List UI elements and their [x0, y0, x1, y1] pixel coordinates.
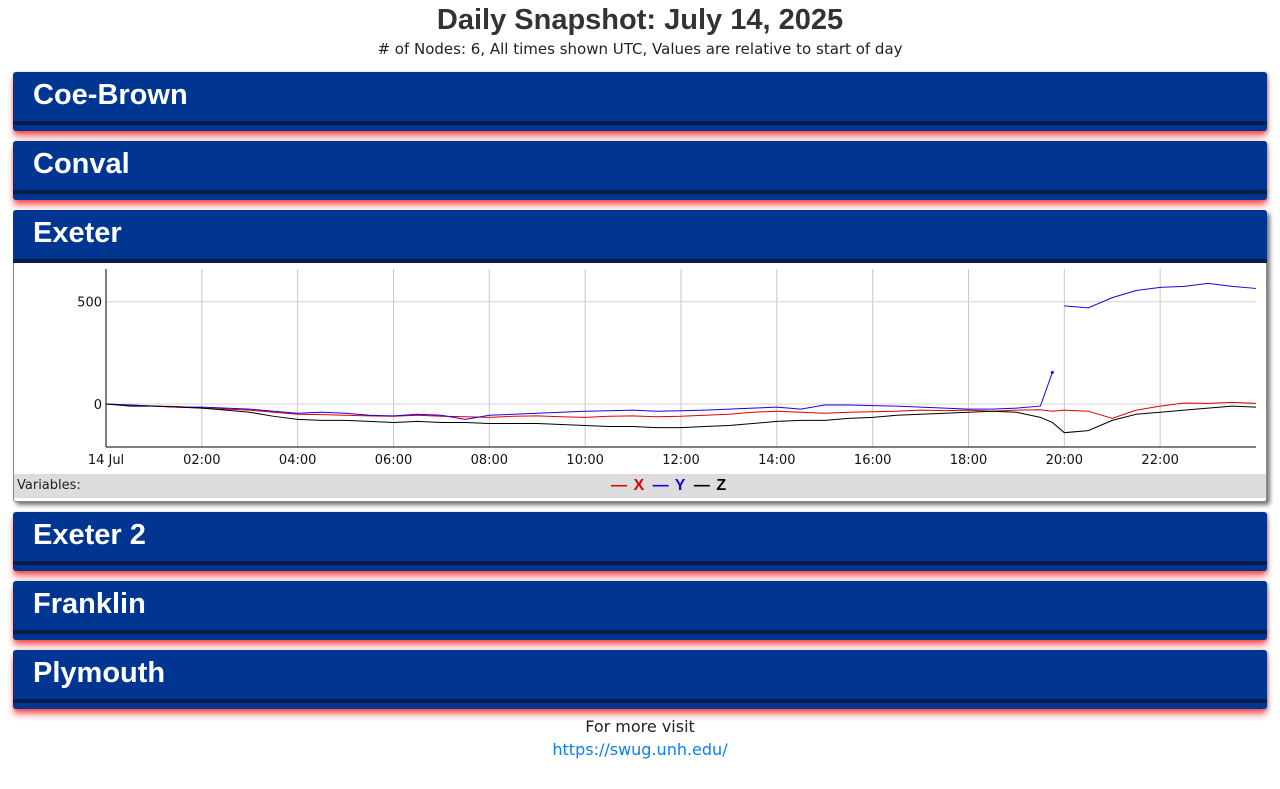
legend-swatch-y: —: [652, 477, 669, 494]
x-tick-label: 22:00: [1141, 453, 1178, 468]
y-tick-label: 0: [94, 398, 102, 413]
node-panel-exeter-2[interactable]: Exeter 2: [13, 512, 1267, 571]
magnetometer-chart: 14 Jul 02:00 04:00 06:00 08:00 10:00 12:00 14:0…: [14, 263, 1266, 474]
legend-item-z[interactable]: — Z: [694, 477, 728, 494]
series-point-y: [1050, 370, 1054, 374]
node-header-exeter-2[interactable]: Exeter 2: [13, 512, 1267, 565]
node-header-coe-brown[interactable]: Coe-Brown: [13, 72, 1267, 125]
footer-text: For more visit: [585, 717, 695, 736]
legend-swatch-z: —: [693, 477, 710, 494]
x-tick-label: 10:00: [566, 453, 603, 468]
chart-svg: 14 Jul 02:00 04:00 06:00 08:00 10:00 12:00 14:0…: [77, 269, 1257, 468]
x-tick-label: 14:00: [758, 453, 795, 468]
legend-item-y[interactable]: — Y: [653, 477, 688, 494]
legend-text-y: Y: [674, 477, 686, 494]
node-header-franklin[interactable]: Franklin: [13, 581, 1267, 634]
x-tick-label: 16:00: [854, 453, 891, 468]
series-line-y: [105, 372, 1053, 420]
legend-swatch-x: —: [611, 477, 627, 494]
node-panel-exeter[interactable]: Exeter 14 Jul 02:00 04:00 06:00 08:00 10:00 12…: [13, 210, 1267, 502]
legend-text-x: X: [633, 477, 645, 494]
legend-label: Variables:: [17, 478, 81, 493]
node-panel-plymouth[interactable]: Plymouth: [13, 650, 1267, 709]
series-line-z: [105, 403, 1257, 434]
node-header-exeter[interactable]: Exeter: [13, 210, 1267, 263]
x-tick-label: 18:00: [950, 453, 987, 468]
node-panel-conval[interactable]: Conval: [13, 141, 1267, 200]
footer-link[interactable]: https://swug.unh.edu/: [552, 740, 728, 759]
x-tick-label: 12:00: [662, 453, 699, 468]
legend-items: — X — Y — Z: [611, 474, 730, 498]
legend-text-z: Z: [716, 477, 727, 494]
node-header-plymouth[interactable]: Plymouth: [13, 650, 1267, 703]
series-line-y: [1064, 282, 1257, 309]
legend-item-x[interactable]: — X: [611, 477, 646, 494]
page-title: Daily Snapshot: July 14, 2025: [436, 4, 844, 36]
x-tick-label: 04:00: [279, 453, 316, 468]
node-header-conval[interactable]: Conval: [13, 141, 1267, 194]
page-subtitle: # of Nodes: 6, All times shown UTC, Valu…: [377, 40, 903, 58]
x-tick-label: 02:00: [183, 453, 220, 468]
series-line-x: [105, 401, 1257, 419]
x-tick-label: 08:00: [471, 453, 508, 468]
footer: For more visit https://swug.unh.edu/: [0, 717, 1280, 759]
x-tick-label: 14 Jul: [88, 453, 124, 468]
x-tick-label: 06:00: [375, 453, 412, 468]
legend-row: Variables: — X — Y — Z: [14, 474, 1266, 498]
node-panel-franklin[interactable]: Franklin: [13, 581, 1267, 640]
node-panel-coe-brown[interactable]: Coe-Brown: [13, 72, 1267, 131]
y-tick-label: 500: [77, 296, 102, 311]
x-tick-label: 20:00: [1046, 453, 1083, 468]
